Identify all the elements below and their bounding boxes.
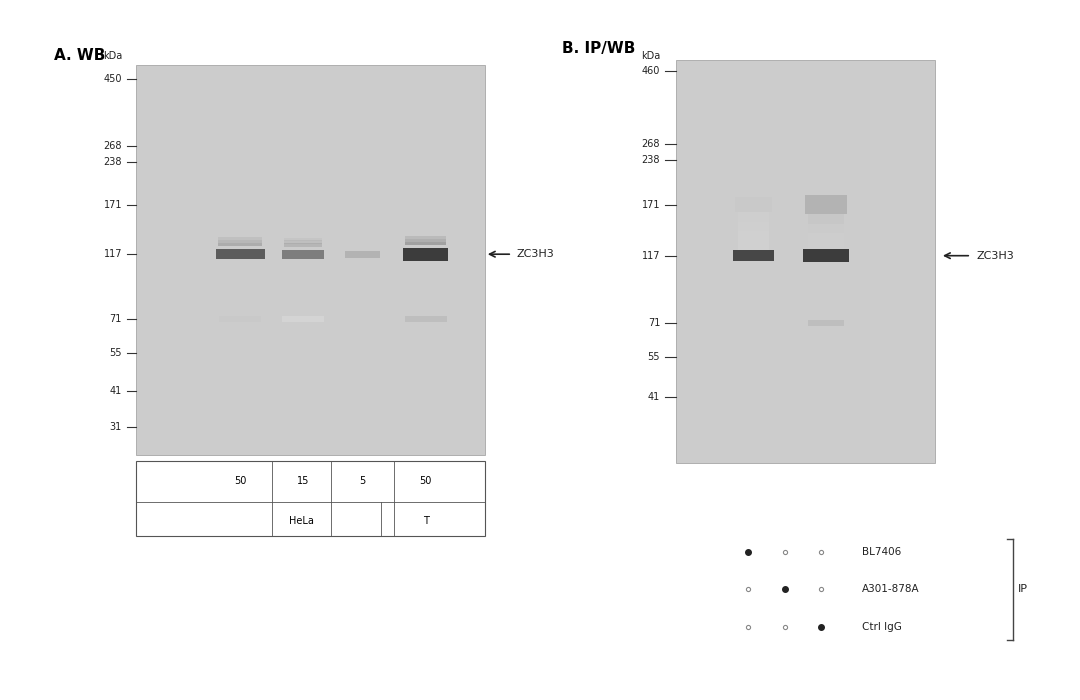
Bar xyxy=(218,237,262,240)
Bar xyxy=(405,239,446,242)
Bar xyxy=(802,249,849,262)
Bar xyxy=(808,320,845,326)
Bar xyxy=(284,244,322,246)
Bar xyxy=(732,250,774,261)
Text: BL7406: BL7406 xyxy=(862,547,902,556)
Bar xyxy=(808,233,843,242)
Bar xyxy=(136,461,485,536)
Bar xyxy=(738,232,769,241)
Text: 55: 55 xyxy=(109,348,122,358)
Text: 450: 450 xyxy=(104,74,122,84)
Text: Ctrl IgG: Ctrl IgG xyxy=(862,622,902,632)
Text: 171: 171 xyxy=(104,199,122,210)
Text: A301-878A: A301-878A xyxy=(862,584,920,594)
Text: A. WB: A. WB xyxy=(54,48,106,63)
Text: T: T xyxy=(422,517,429,526)
Bar xyxy=(136,65,485,455)
Text: 238: 238 xyxy=(642,155,660,165)
Bar xyxy=(284,240,322,244)
Text: 5: 5 xyxy=(360,476,366,486)
Text: 238: 238 xyxy=(104,157,122,167)
Text: HeLa: HeLa xyxy=(289,517,314,526)
Bar xyxy=(346,251,380,258)
Bar xyxy=(218,240,262,244)
Bar xyxy=(676,60,935,463)
Bar xyxy=(216,249,265,260)
Bar xyxy=(218,243,262,246)
Text: 460: 460 xyxy=(642,66,660,76)
Bar xyxy=(806,195,847,214)
Text: 50: 50 xyxy=(234,476,246,486)
Text: kDa: kDa xyxy=(640,50,660,61)
Text: 41: 41 xyxy=(110,386,122,396)
Text: 41: 41 xyxy=(648,392,660,402)
Text: 55: 55 xyxy=(648,352,660,363)
Bar xyxy=(219,316,261,322)
Text: 171: 171 xyxy=(642,199,660,209)
Bar xyxy=(405,316,446,322)
Text: kDa: kDa xyxy=(103,50,122,61)
Text: ZC3H3: ZC3H3 xyxy=(976,251,1014,260)
Text: 71: 71 xyxy=(648,318,660,328)
Text: 15: 15 xyxy=(297,476,310,486)
Text: 117: 117 xyxy=(104,249,122,259)
Bar xyxy=(738,213,769,222)
Bar xyxy=(808,242,843,252)
Bar xyxy=(284,237,322,241)
Text: 268: 268 xyxy=(642,139,660,149)
Text: 50: 50 xyxy=(419,476,432,486)
Text: ZC3H3: ZC3H3 xyxy=(516,249,554,259)
Bar xyxy=(405,241,446,245)
Text: B. IP/WB: B. IP/WB xyxy=(562,41,635,56)
Bar xyxy=(808,214,843,223)
Text: IP: IP xyxy=(1017,584,1028,594)
Bar xyxy=(738,241,769,251)
Bar xyxy=(403,248,448,260)
Bar xyxy=(405,236,446,239)
Text: 31: 31 xyxy=(110,422,122,433)
Text: 268: 268 xyxy=(104,141,122,151)
Bar xyxy=(735,197,771,213)
Bar xyxy=(808,223,843,233)
Bar xyxy=(282,316,324,322)
Text: 117: 117 xyxy=(642,251,660,260)
Bar xyxy=(738,222,769,232)
Text: 71: 71 xyxy=(110,314,122,324)
Bar xyxy=(282,250,324,259)
